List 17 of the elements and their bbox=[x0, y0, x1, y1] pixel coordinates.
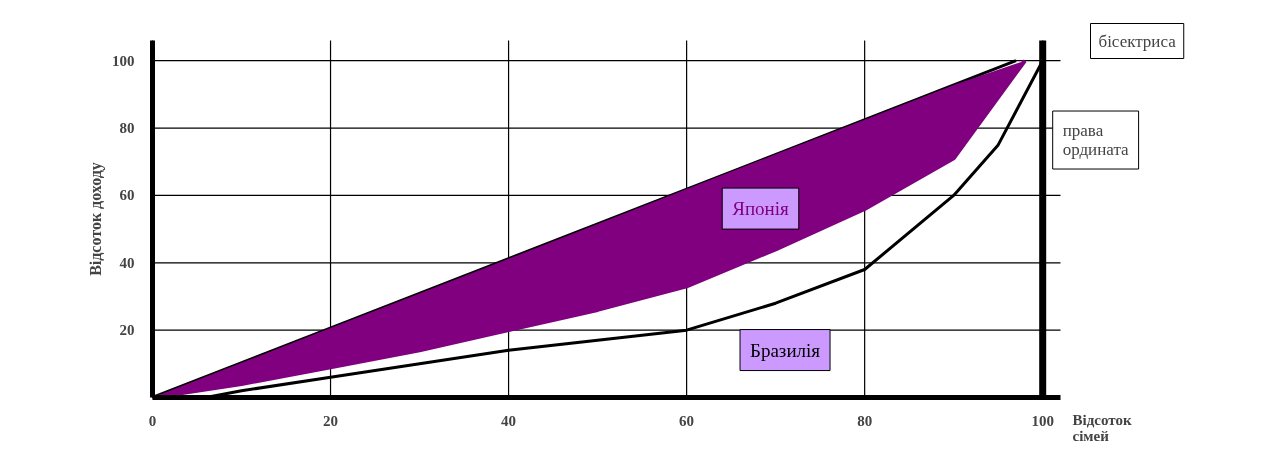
x-tick-label: 0 bbox=[148, 412, 157, 429]
y-tick-label: 80 bbox=[119, 120, 135, 137]
series-label: Бразилія bbox=[750, 339, 821, 361]
x-tick-label: 100 bbox=[1031, 412, 1054, 429]
x-tick-label: 40 bbox=[501, 412, 517, 429]
y-tick-label: 40 bbox=[119, 254, 135, 271]
y-tick-label: 60 bbox=[119, 187, 135, 204]
x-tick-label: 20 bbox=[323, 412, 339, 429]
x-tick-label: 60 bbox=[679, 412, 695, 429]
series-label: Японія bbox=[732, 198, 790, 220]
y-axis-title: Відсоток доходу bbox=[87, 162, 105, 276]
text: бісектриса bbox=[1098, 31, 1177, 51]
y-tick-label: 100 bbox=[112, 52, 135, 69]
y-tick-label: 20 bbox=[119, 322, 135, 339]
ref-line-label: права ордината bbox=[1062, 121, 1130, 160]
x-axis-title: Відсоток сімей bbox=[1072, 411, 1132, 444]
x-tick-label: 80 bbox=[857, 412, 873, 429]
